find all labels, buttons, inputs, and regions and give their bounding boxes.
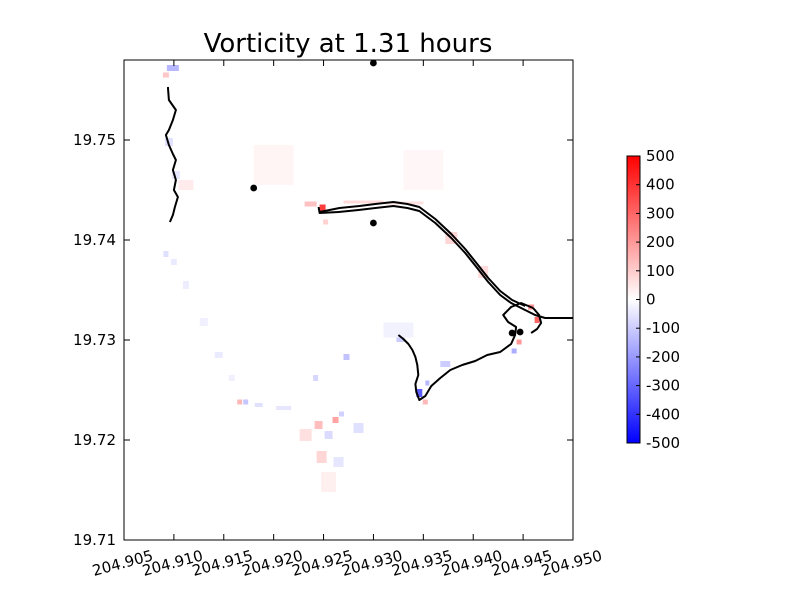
- colorbar-tick-label: 100: [646, 262, 675, 280]
- vorticity-cell: [254, 403, 263, 407]
- colorbar-tick-label: 400: [646, 176, 675, 194]
- y-tick-label: 19.72: [73, 431, 116, 449]
- coastline-peninsula: [397, 302, 534, 401]
- vorticity-cell: [170, 259, 177, 265]
- vorticity-cell: [321, 472, 337, 492]
- vorticity-cell: [511, 348, 517, 354]
- vorticity-cell: [323, 219, 329, 225]
- vorticity-cell: [313, 375, 319, 381]
- colorbar-tick-label: -200: [646, 348, 680, 366]
- colorbar-tick-label: -300: [646, 377, 680, 395]
- y-tick-label: 19.74: [73, 231, 116, 249]
- chart-title: Vorticity at 1.31 hours: [204, 29, 493, 59]
- vorticity-cell: [276, 406, 292, 410]
- coastline-main-coast: [317, 205, 573, 319]
- gauge-point: [508, 329, 516, 337]
- vorticity-cell: [182, 281, 189, 289]
- gauge-point: [370, 219, 377, 227]
- vorticity-cell: [324, 431, 333, 439]
- vorticity-cell: [534, 317, 540, 323]
- vorticity-cell: [316, 451, 327, 463]
- vorticity-cell: [353, 423, 364, 433]
- colorbar-tick-label: 500: [646, 147, 675, 165]
- gauge-point: [250, 184, 258, 192]
- vorticity-cell: [422, 399, 428, 405]
- coastline-peninsula-tip: [530, 307, 543, 334]
- vorticity-cell: [396, 334, 405, 342]
- vorticity-cell: [214, 352, 223, 358]
- vorticity-cell: [440, 361, 451, 367]
- y-tick-label: 19.71: [73, 531, 116, 549]
- coastline-west-shore: [164, 86, 179, 223]
- vorticity-cell: [314, 421, 323, 429]
- colorbar: -500 -400 -300 -200 -100 0 100 200 300 400 500: [626, 147, 680, 452]
- vorticity-cell: [343, 200, 384, 204]
- y-axis: 19.71 19.72 19.73 19.74 19.75: [73, 131, 573, 549]
- vorticity-cell: [403, 150, 444, 190]
- vorticity-cell: [516, 339, 522, 345]
- vorticity-cell: [343, 354, 350, 360]
- vorticity-cell: [237, 399, 243, 405]
- vorticity-heatmap: [162, 65, 540, 492]
- vorticity-cell: [162, 72, 169, 78]
- colorbar-tick-label: -100: [646, 319, 680, 337]
- vorticity-cell: [332, 417, 339, 423]
- vorticity-cell: [304, 201, 317, 207]
- vorticity-cell: [253, 145, 294, 185]
- vorticity-cell: [243, 399, 249, 405]
- y-tick-label: 19.75: [73, 131, 116, 149]
- vorticity-cell: [425, 380, 430, 386]
- vorticity-cell: [171, 171, 180, 179]
- colorbar-tick-label: -400: [646, 405, 680, 423]
- coastline-layer: [164, 86, 573, 401]
- vorticity-cell: [333, 457, 344, 467]
- vorticity-cell: [199, 318, 208, 326]
- vorticity-cell: [383, 322, 414, 338]
- colorbar-tick-label: -500: [646, 434, 680, 452]
- gauge-point: [516, 328, 524, 336]
- colorbar-tick-label: 300: [646, 204, 675, 222]
- coastline-main-coast-inner: [319, 201, 526, 307]
- colorbar-tick-label: 200: [646, 233, 675, 251]
- vorticity-cell: [299, 429, 312, 441]
- vorticity-cell: [339, 411, 344, 417]
- vorticity-cell: [319, 204, 326, 212]
- colorbar-tick-label: 0: [646, 291, 656, 309]
- vorticity-cell: [166, 65, 179, 71]
- y-tick-label: 19.73: [73, 331, 116, 349]
- gauge-points-layer: [250, 59, 524, 337]
- vorticity-cell: [228, 375, 235, 381]
- vorticity-cell: [178, 180, 194, 190]
- plot-frame: [123, 59, 574, 541]
- vorticity-cell: [416, 389, 423, 397]
- vorticity-cell: [163, 251, 169, 257]
